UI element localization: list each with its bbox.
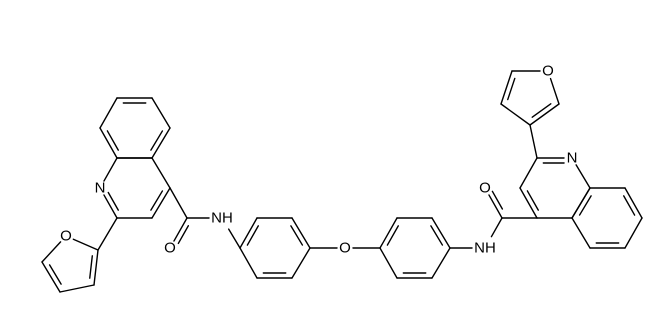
atom-label: O <box>339 240 351 257</box>
double-bond <box>578 195 592 216</box>
ring-bond <box>151 97 171 129</box>
ring-bond <box>99 127 118 159</box>
bond <box>169 187 188 219</box>
ring-bond <box>151 127 171 159</box>
double-bond <box>89 255 94 279</box>
ring-bond <box>291 217 311 249</box>
double-bond <box>150 130 164 151</box>
double-bond <box>623 195 636 216</box>
ring-bond <box>529 103 560 126</box>
atom-label: N <box>95 180 106 197</box>
double-bond <box>491 190 504 210</box>
ring-bond <box>239 247 258 279</box>
ring-bond <box>72 238 99 251</box>
ring-bond <box>103 194 118 219</box>
ring-bond <box>624 217 643 249</box>
ring-bond <box>575 164 591 189</box>
double-bond <box>107 191 119 211</box>
atom-label: O <box>164 240 176 257</box>
double-bond <box>430 225 444 246</box>
bond <box>488 194 503 219</box>
double-bond <box>507 77 516 101</box>
ring-bond <box>103 157 118 182</box>
ring-bond <box>59 284 95 293</box>
double-bond <box>177 225 190 245</box>
double-bond <box>386 225 399 246</box>
ring-bond <box>571 187 591 219</box>
ring-bond <box>519 187 538 219</box>
double-bond <box>290 225 304 246</box>
ring-bond <box>571 217 591 249</box>
bond <box>173 217 188 242</box>
ring-bond <box>500 103 531 126</box>
double-bond <box>48 264 62 285</box>
ring-bond <box>239 217 258 249</box>
ring-bond <box>549 77 560 105</box>
double-bond <box>246 225 259 246</box>
ring-bond <box>93 249 99 286</box>
ring-bond <box>379 247 398 279</box>
ring-bond <box>431 217 451 249</box>
ring-bond <box>99 97 118 129</box>
atom-label: N <box>567 150 578 167</box>
double-bond <box>106 130 119 151</box>
double-bond <box>526 190 539 211</box>
bond <box>490 217 503 238</box>
ring-bond <box>431 247 451 279</box>
atom-label: O <box>542 63 554 80</box>
ring-bond <box>379 217 398 249</box>
ring-bond <box>151 187 171 219</box>
atom-label: NH <box>211 210 233 227</box>
ring-bond <box>624 187 643 219</box>
atom-label: O <box>479 180 491 197</box>
ring-bond <box>291 247 311 279</box>
ring-bond <box>41 261 61 293</box>
ring-bond <box>41 241 62 263</box>
double-bond <box>531 103 552 118</box>
ring-bond <box>500 70 513 105</box>
ring-bond <box>151 157 171 189</box>
atom-label: NH <box>474 240 496 257</box>
bond <box>97 217 118 251</box>
atom-label: O <box>60 228 72 245</box>
bond <box>227 228 241 249</box>
double-bond <box>150 190 164 211</box>
ring-bond <box>519 157 538 189</box>
bond <box>529 124 538 159</box>
